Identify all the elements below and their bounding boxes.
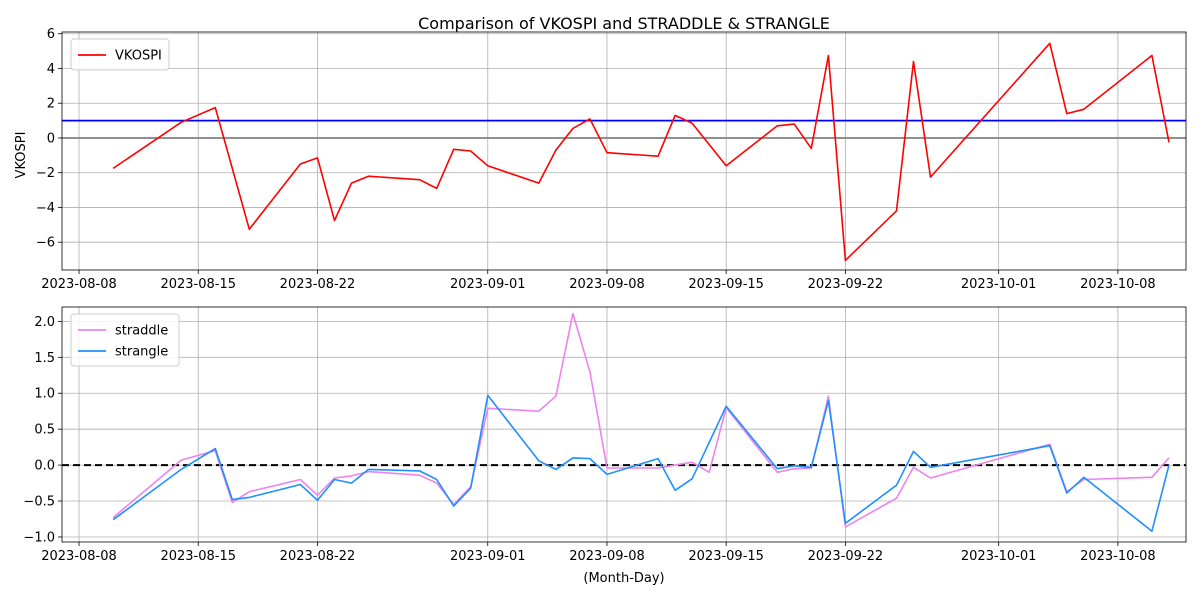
x-tick-label: 2023-08-08: [41, 277, 117, 292]
x-tick-label: 2023-09-01: [450, 549, 526, 564]
legend-label: straddle: [115, 324, 168, 339]
series-line-strangle: [112, 394, 1170, 533]
plot-frame: [61, 31, 1187, 271]
y-tick-label: −4: [36, 201, 55, 216]
y-tick-label: −0.5: [23, 495, 55, 510]
legend-label: VKOSPI: [115, 49, 162, 64]
y-tick-label: 0.5: [34, 423, 55, 438]
x-tick-label: 2023-09-01: [450, 277, 526, 292]
series-line-straddle: [112, 312, 1170, 528]
legend: [70, 313, 180, 367]
x-tick-label: 2023-09-15: [688, 277, 764, 292]
x-axis-label: (Month-Day): [583, 571, 664, 586]
x-tick-label: 2023-09-08: [569, 549, 645, 564]
y-tick-label: 1.5: [34, 351, 55, 366]
x-tick-label: 2023-10-01: [961, 277, 1037, 292]
x-tick-label: 2023-08-15: [160, 277, 236, 292]
x-tick-label: 2023-08-22: [280, 277, 356, 292]
x-tick-label: 2023-08-22: [280, 549, 356, 564]
x-tick-label: 2023-09-15: [688, 549, 764, 564]
x-tick-label: 2023-09-22: [808, 549, 884, 564]
y-tick-label: 0: [47, 131, 55, 146]
y-tick-label: 1.0: [34, 387, 55, 402]
y-tick-label: 6: [47, 27, 55, 42]
y-tick-label: 2.0: [34, 315, 55, 330]
y-axis-label-vkospi: VKOSPI: [14, 132, 29, 179]
x-tick-label: 2023-10-08: [1080, 277, 1156, 292]
legend: [70, 38, 170, 71]
y-tick-label: −6: [36, 236, 55, 251]
panel-vkospi: 2023-08-08 2023-08-15 2023-08-22 2023-09-01…: [36, 27, 1187, 292]
plot-frame: [61, 306, 1187, 543]
y-tick-label: 2: [47, 97, 55, 112]
x-tick-label: 2023-09-22: [808, 277, 884, 292]
panel-straddle-strangle: 2023-08-08 2023-08-15 2023-08-22 2023-09-01…: [23, 306, 1187, 564]
legend-label: strangle: [115, 345, 168, 360]
x-tick-label: 2023-09-08: [569, 277, 645, 292]
y-tick-label: −2: [36, 166, 55, 181]
x-tick-label: 2023-10-08: [1080, 549, 1156, 564]
x-tick-label: 2023-08-15: [160, 549, 236, 564]
y-tick-label: 0.0: [34, 459, 55, 474]
x-tick-label: 2023-08-08: [41, 549, 117, 564]
y-tick-label: −1.0: [23, 530, 55, 545]
y-tick-label: 4: [47, 62, 55, 77]
series-line-vkospi: [112, 42, 1170, 262]
chart-title: Comparison of VKOSPI and STRADDLE & STRA…: [418, 14, 830, 33]
x-tick-label: 2023-10-01: [961, 549, 1037, 564]
